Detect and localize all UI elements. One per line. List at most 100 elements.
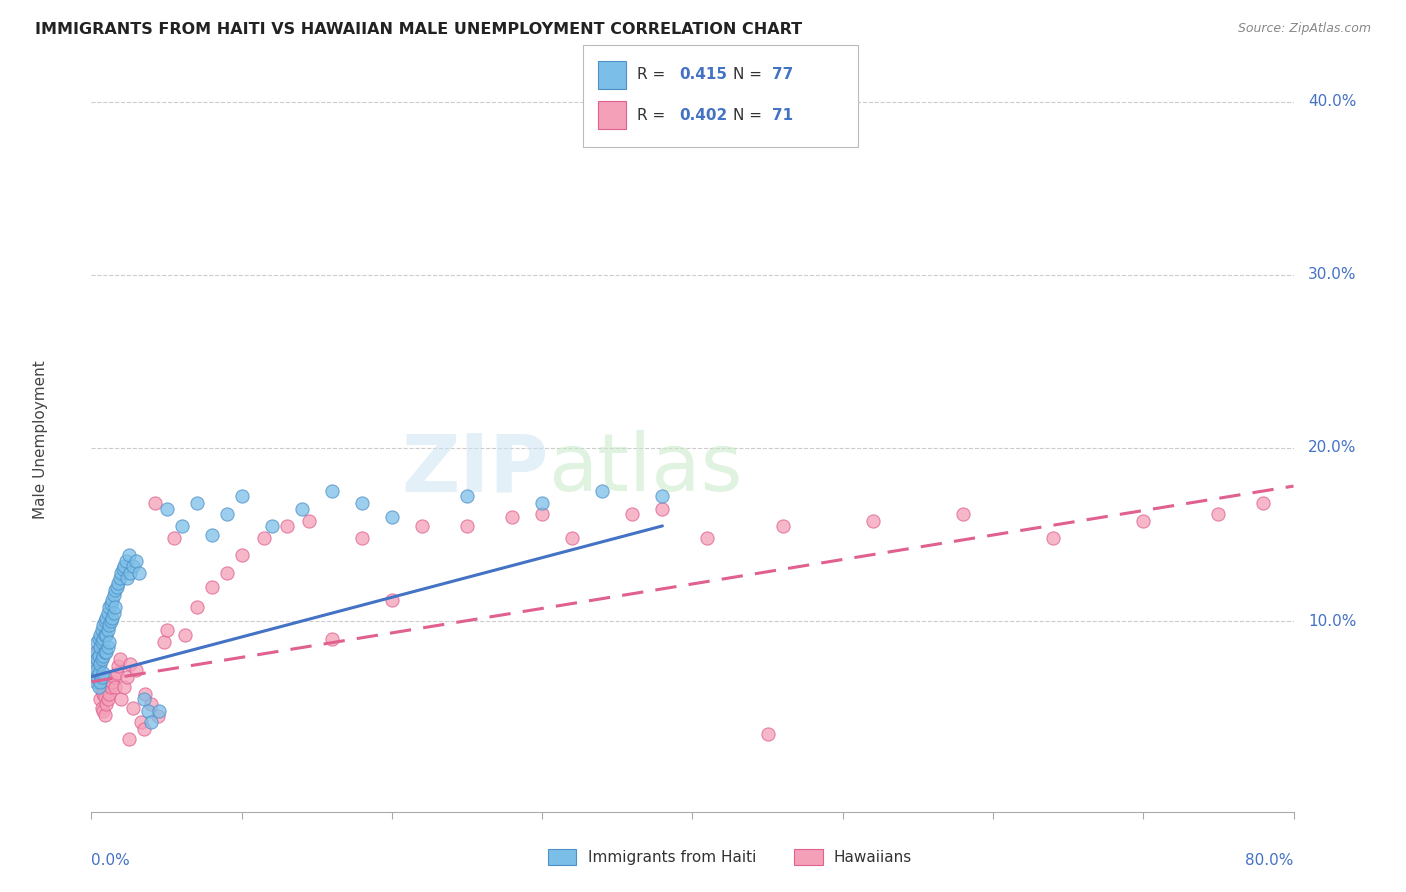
Point — [97, 606, 120, 620]
Point — [651, 490, 673, 504]
Point — [122, 700, 145, 714]
Point — [411, 519, 433, 533]
Point — [94, 645, 117, 659]
Point — [125, 663, 148, 677]
Point — [87, 632, 110, 646]
Point — [86, 635, 108, 649]
Point — [96, 628, 118, 642]
Point — [129, 714, 152, 729]
Point — [201, 527, 224, 541]
Point — [89, 657, 111, 672]
Point — [86, 652, 108, 666]
Text: 71: 71 — [772, 108, 793, 122]
Point — [93, 666, 115, 681]
Point — [456, 519, 478, 533]
Point — [134, 687, 156, 701]
Point — [90, 670, 112, 684]
Point — [93, 687, 115, 701]
Point — [96, 611, 118, 625]
Point — [89, 628, 111, 642]
Point — [82, 657, 104, 672]
Point — [84, 645, 107, 659]
Point — [253, 531, 276, 545]
Point — [111, 562, 134, 576]
Point — [260, 519, 283, 533]
Point — [104, 680, 127, 694]
Point — [97, 692, 120, 706]
Text: 0.402: 0.402 — [679, 108, 727, 122]
Point — [86, 670, 108, 684]
Point — [98, 617, 121, 632]
Point — [87, 659, 110, 673]
Point — [501, 510, 523, 524]
Point — [1253, 496, 1275, 510]
Point — [118, 731, 141, 746]
Point — [87, 648, 110, 663]
Text: 40.0%: 40.0% — [1308, 94, 1357, 109]
Point — [83, 648, 105, 663]
Point — [114, 680, 136, 694]
Text: 0.415: 0.415 — [679, 68, 727, 82]
Point — [87, 641, 110, 656]
Point — [114, 558, 136, 573]
Point — [1208, 507, 1230, 521]
Point — [103, 670, 125, 684]
Point — [108, 652, 131, 666]
Point — [93, 632, 115, 646]
Point — [93, 617, 115, 632]
Point — [82, 670, 104, 684]
Point — [107, 659, 129, 673]
Text: IMMIGRANTS FROM HAITI VS HAWAIIAN MALE UNEMPLOYMENT CORRELATION CHART: IMMIGRANTS FROM HAITI VS HAWAIIAN MALE U… — [35, 22, 803, 37]
Point — [98, 687, 121, 701]
Point — [84, 663, 107, 677]
Point — [862, 514, 884, 528]
Point — [84, 674, 107, 689]
Point — [101, 674, 124, 689]
Point — [89, 640, 111, 655]
Point — [84, 645, 107, 659]
Text: Hawaiians: Hawaiians — [834, 850, 912, 864]
Point — [97, 623, 120, 637]
Point — [98, 635, 121, 649]
Text: atlas: atlas — [548, 430, 742, 508]
Point — [96, 698, 118, 712]
Point — [100, 680, 122, 694]
Point — [651, 501, 673, 516]
Point — [231, 549, 253, 563]
Text: 10.0%: 10.0% — [1308, 614, 1357, 629]
Point — [115, 553, 138, 567]
Point — [101, 593, 124, 607]
Point — [350, 531, 373, 545]
Point — [90, 652, 112, 666]
Point — [93, 648, 115, 663]
Point — [132, 722, 155, 736]
Point — [350, 496, 373, 510]
Point — [215, 566, 238, 580]
Point — [170, 519, 193, 533]
Text: N =: N = — [733, 68, 766, 82]
Point — [90, 683, 112, 698]
Point — [97, 640, 120, 655]
Point — [1042, 531, 1064, 545]
Text: 0.0%: 0.0% — [91, 853, 131, 868]
Point — [94, 707, 117, 722]
Point — [100, 597, 122, 611]
Point — [86, 670, 108, 684]
Point — [591, 484, 613, 499]
Point — [103, 588, 125, 602]
Point — [84, 663, 107, 677]
Point — [103, 606, 125, 620]
Point — [96, 645, 118, 659]
Point — [90, 623, 112, 637]
Point — [381, 510, 404, 524]
Point — [89, 674, 111, 689]
Point — [107, 576, 129, 591]
Point — [321, 632, 343, 646]
Point — [276, 519, 298, 533]
Point — [186, 496, 208, 510]
Point — [87, 680, 110, 694]
Point — [215, 507, 238, 521]
Text: 20.0%: 20.0% — [1308, 441, 1357, 456]
Point — [141, 714, 163, 729]
Point — [148, 704, 170, 718]
